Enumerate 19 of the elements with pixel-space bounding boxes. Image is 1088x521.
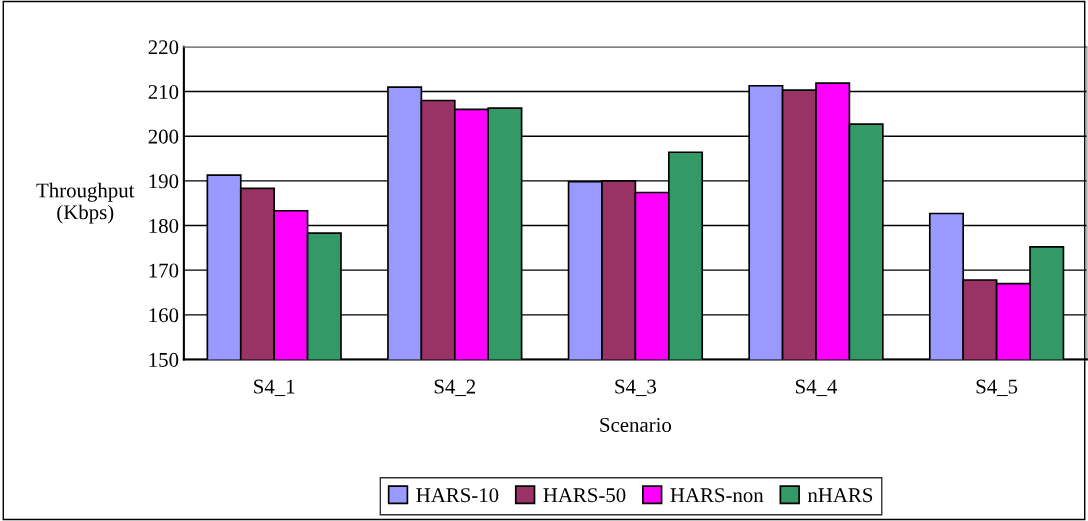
legend-label: nHARS (807, 488, 873, 503)
y-tick-label: 150 (149, 352, 179, 367)
x-tick-label: S4_2 (434, 379, 476, 397)
y-tick-label: 190 (149, 174, 179, 189)
legend-label: HARS-10 (416, 488, 499, 503)
y-tick-label: 220 (148, 40, 179, 55)
legend-label: HARS-non (670, 488, 764, 503)
y-tick-label: 210 (148, 84, 179, 99)
legend-label: HARS-50 (543, 488, 626, 503)
y-tick-label: 200 (148, 129, 179, 144)
y-tick-label: 160 (149, 308, 179, 323)
x-tick-label: S4_1 (254, 379, 295, 397)
x-tick-label: S4_3 (615, 379, 656, 397)
x-axis-title: Scenario (600, 417, 672, 432)
x-tick-label: S4_5 (976, 379, 1018, 397)
y-axis-title: Throughput (Kbps) (36, 182, 135, 224)
y-tick-label: 170 (149, 263, 179, 278)
y-tick-label: 180 (149, 218, 179, 233)
x-tick-label: S4_4 (795, 379, 838, 397)
